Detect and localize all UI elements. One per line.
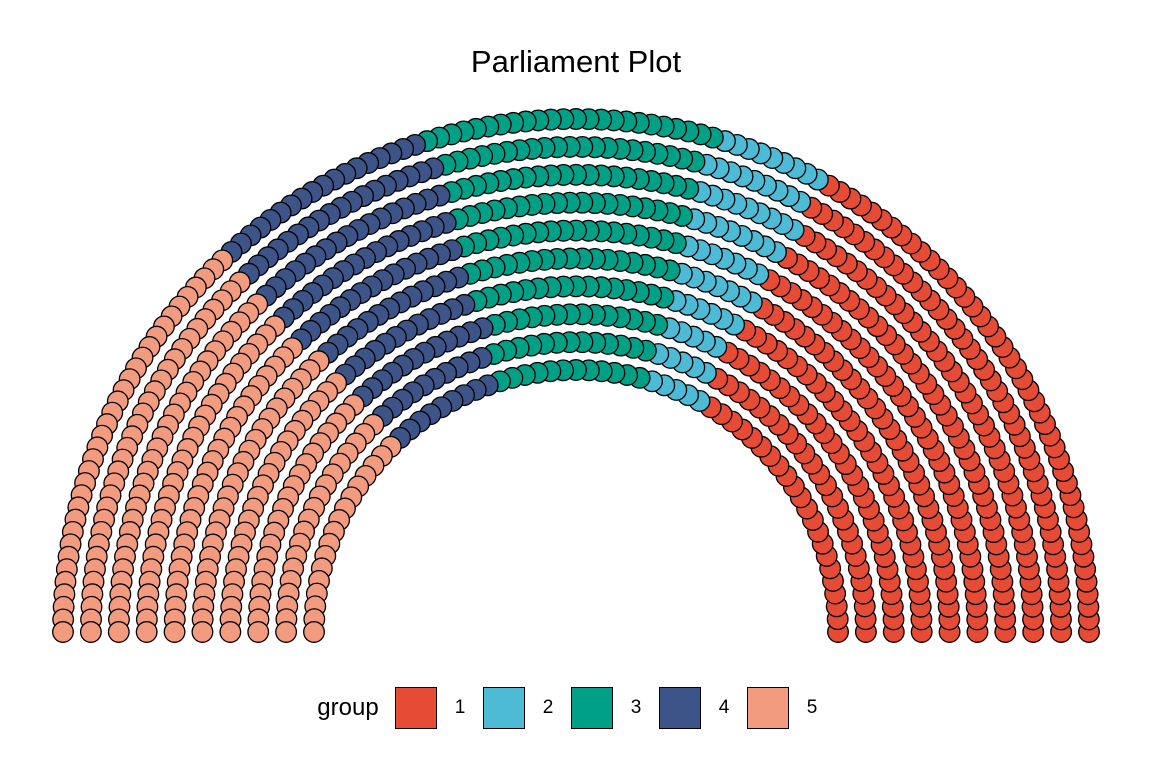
seat-group-5: [219, 621, 242, 643]
legend-label-5: 5: [806, 697, 818, 718]
seat-group-5: [135, 621, 158, 643]
legend-key-5: [746, 687, 789, 729]
seat-group-5: [275, 621, 298, 643]
legend-title: group: [317, 694, 379, 721]
seat-group-5: [247, 621, 270, 643]
seat-group-5: [303, 621, 325, 643]
legend-key-4: [658, 687, 701, 729]
legend-item-5: 5: [746, 687, 823, 729]
parliament-plot: [52, 108, 1100, 643]
legend: group 1 2 3 4 5: [0, 686, 1152, 730]
legend-key-1: [394, 687, 437, 729]
legend-label-2: 2: [542, 697, 554, 718]
chart-title: Parliament Plot: [470, 44, 682, 79]
legend-label-3: 3: [630, 697, 642, 718]
seat-group-5: [107, 621, 130, 643]
seat-group-5: [52, 621, 74, 643]
legend-key-3: [570, 687, 613, 729]
legend-item-4: 4: [658, 687, 735, 729]
legend-item-2: 2: [482, 687, 559, 729]
seat-group-5: [163, 621, 186, 643]
seat-group-5: [79, 621, 102, 643]
legend-key-2: [482, 687, 525, 729]
seat-group-5: [191, 621, 214, 643]
legend-label-1: 1: [454, 697, 466, 718]
legend-item-1: 1: [394, 687, 471, 729]
legend-item-3: 3: [570, 687, 647, 729]
legend-label-4: 4: [718, 697, 730, 718]
